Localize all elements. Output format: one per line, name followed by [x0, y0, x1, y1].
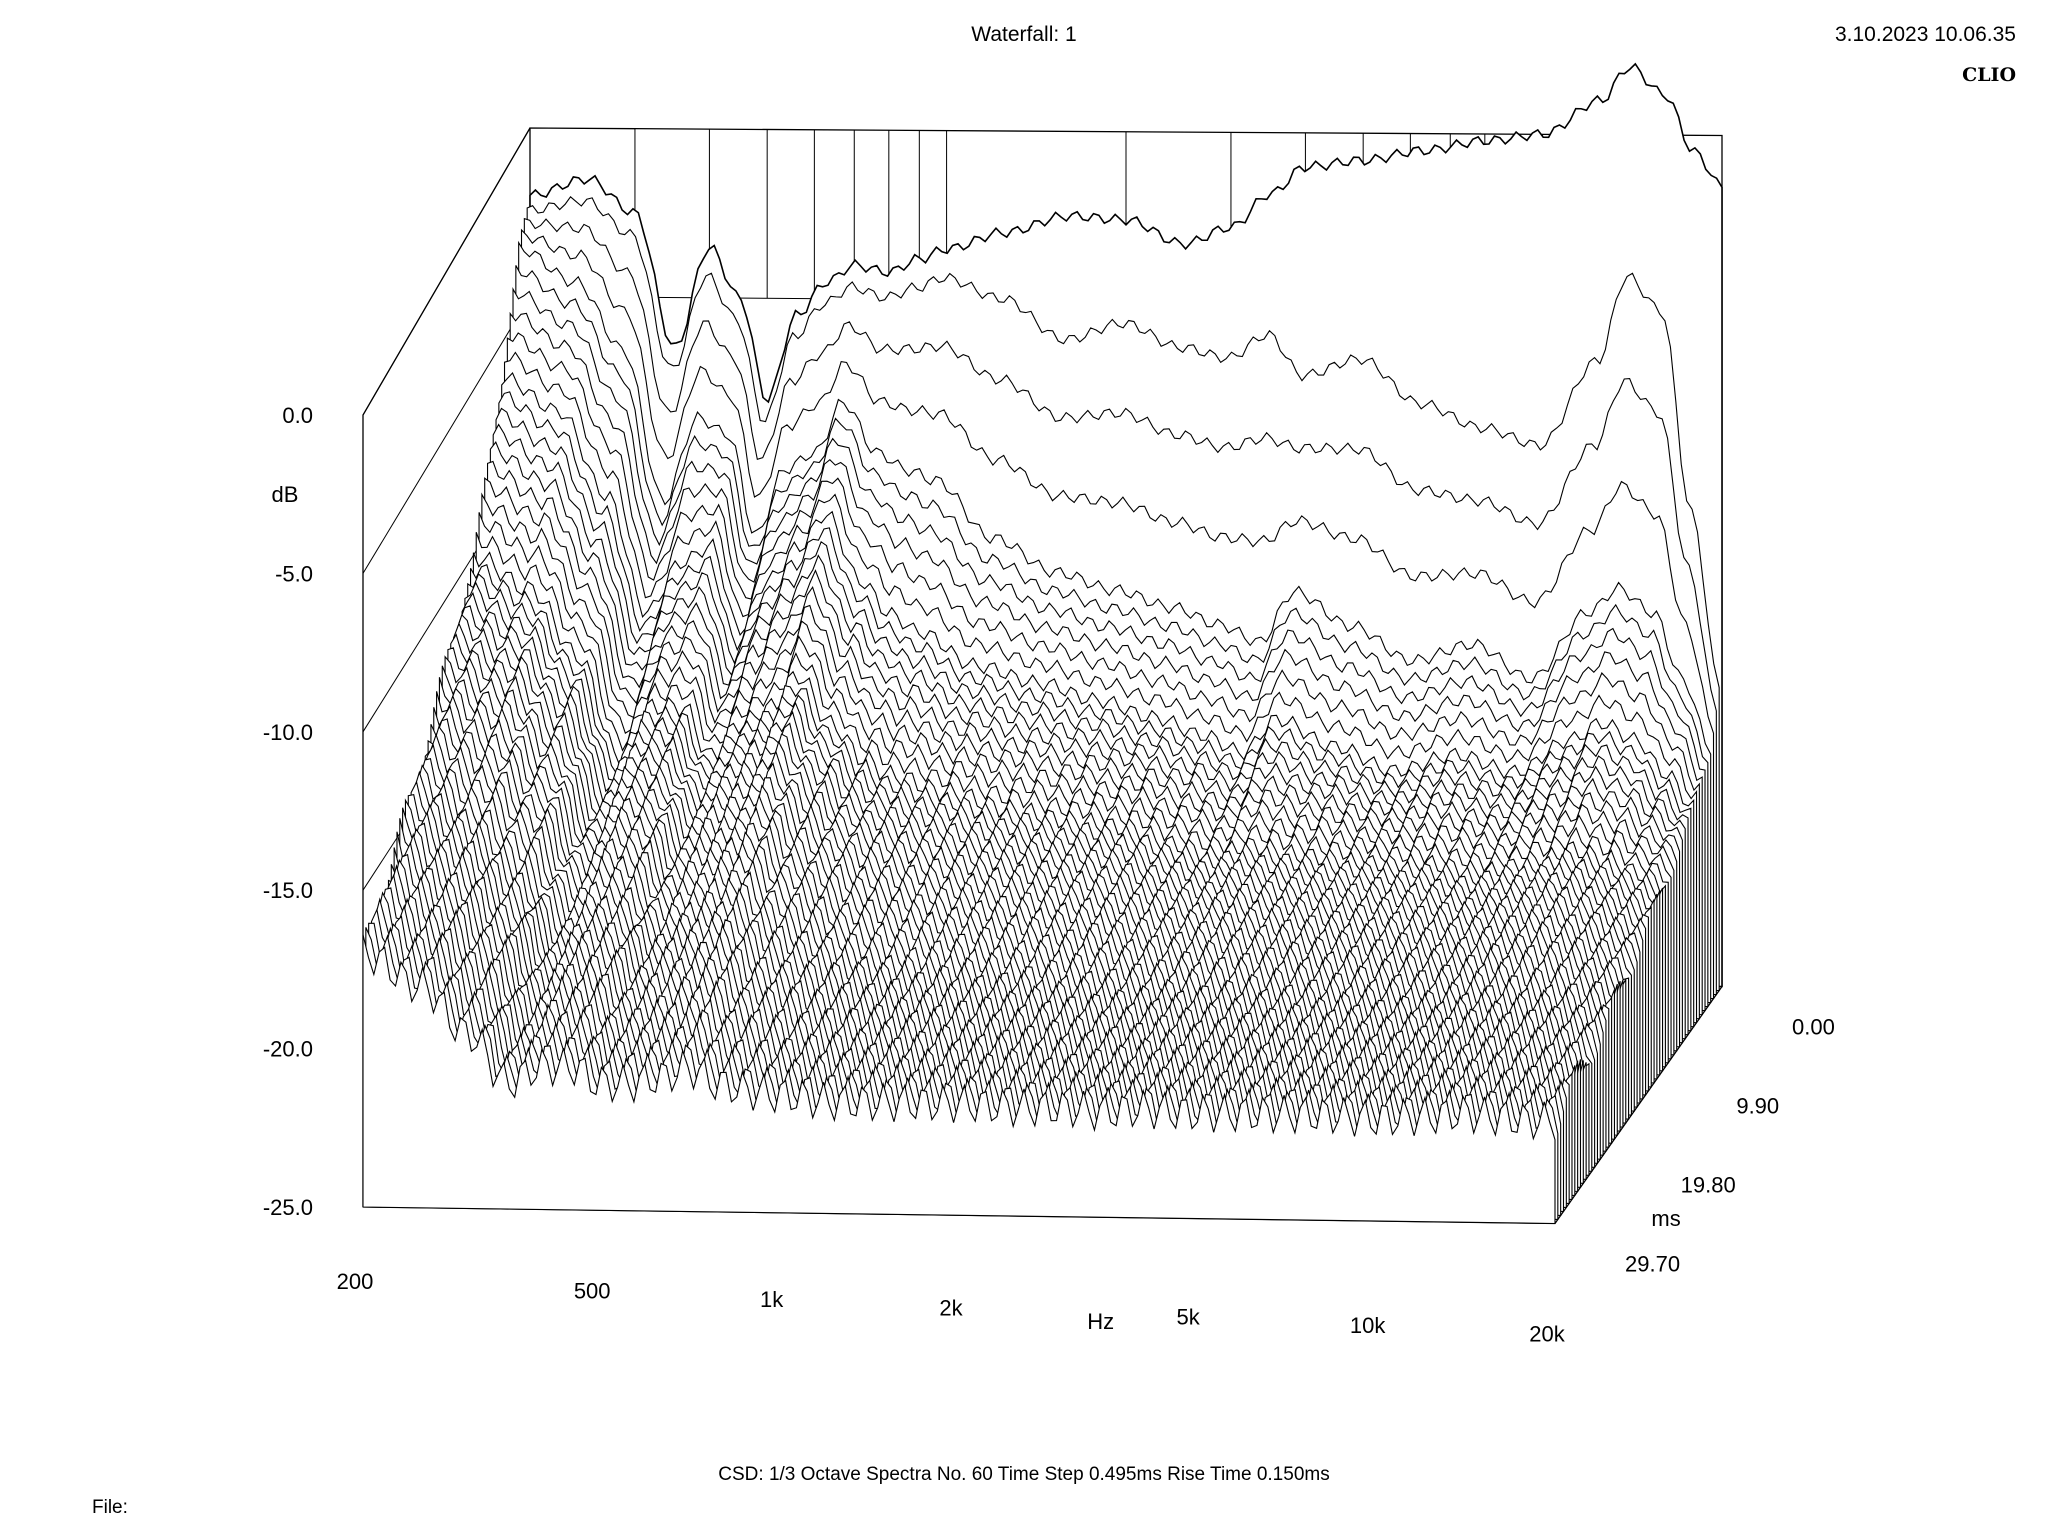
- y-tick-label: -15.0: [263, 878, 313, 903]
- y-tick-label: -20.0: [263, 1037, 313, 1062]
- x-axis-label: Hz: [1087, 1309, 1114, 1334]
- spectra-slices: [362, 62, 1723, 1225]
- db-gridline: [362, 127, 531, 416]
- brand-logo: CLIO: [1962, 64, 2016, 86]
- y-tick-label: 0.0: [282, 403, 313, 428]
- x-tick-label: 10k: [1350, 1313, 1386, 1338]
- file-label: File:: [92, 1497, 128, 1518]
- chart-title: Waterfall: 1: [971, 23, 1077, 46]
- x-tick-label: 500: [574, 1278, 611, 1303]
- z-tick-label: 9.90: [1736, 1094, 1779, 1119]
- z-tick-label: 29.70: [1625, 1252, 1680, 1277]
- csd-settings: CSD: 1/3 Octave Spectra No. 60 Time Step…: [718, 1464, 1330, 1485]
- x-tick-label: 200: [337, 1269, 374, 1294]
- x-tick-label: 20k: [1529, 1322, 1565, 1347]
- db-gridline: [362, 296, 531, 574]
- x-tick-label: 2k: [939, 1295, 963, 1320]
- x-tick-label: 5k: [1177, 1305, 1201, 1330]
- y-tick-label: -10.0: [263, 720, 313, 745]
- y-axis-label: dB: [272, 482, 299, 507]
- x-tick-label: 1k: [760, 1287, 784, 1312]
- spectrum-slice: [362, 934, 1556, 1225]
- y-tick-label: -25.0: [263, 1195, 313, 1220]
- timestamp: 3.10.2023 10.06.35: [1834, 23, 2016, 46]
- z-axis-label: ms: [1651, 1206, 1680, 1231]
- z-tick-label: 0.00: [1792, 1015, 1835, 1040]
- axis-labels: 0.0 -5.0 -10.0 -15.0 -20.0 -25.0 dB 200 500 1k 2k 5…: [263, 403, 1835, 1347]
- y-tick-label: -5.0: [275, 561, 313, 586]
- z-tick-label: 19.80: [1681, 1173, 1736, 1198]
